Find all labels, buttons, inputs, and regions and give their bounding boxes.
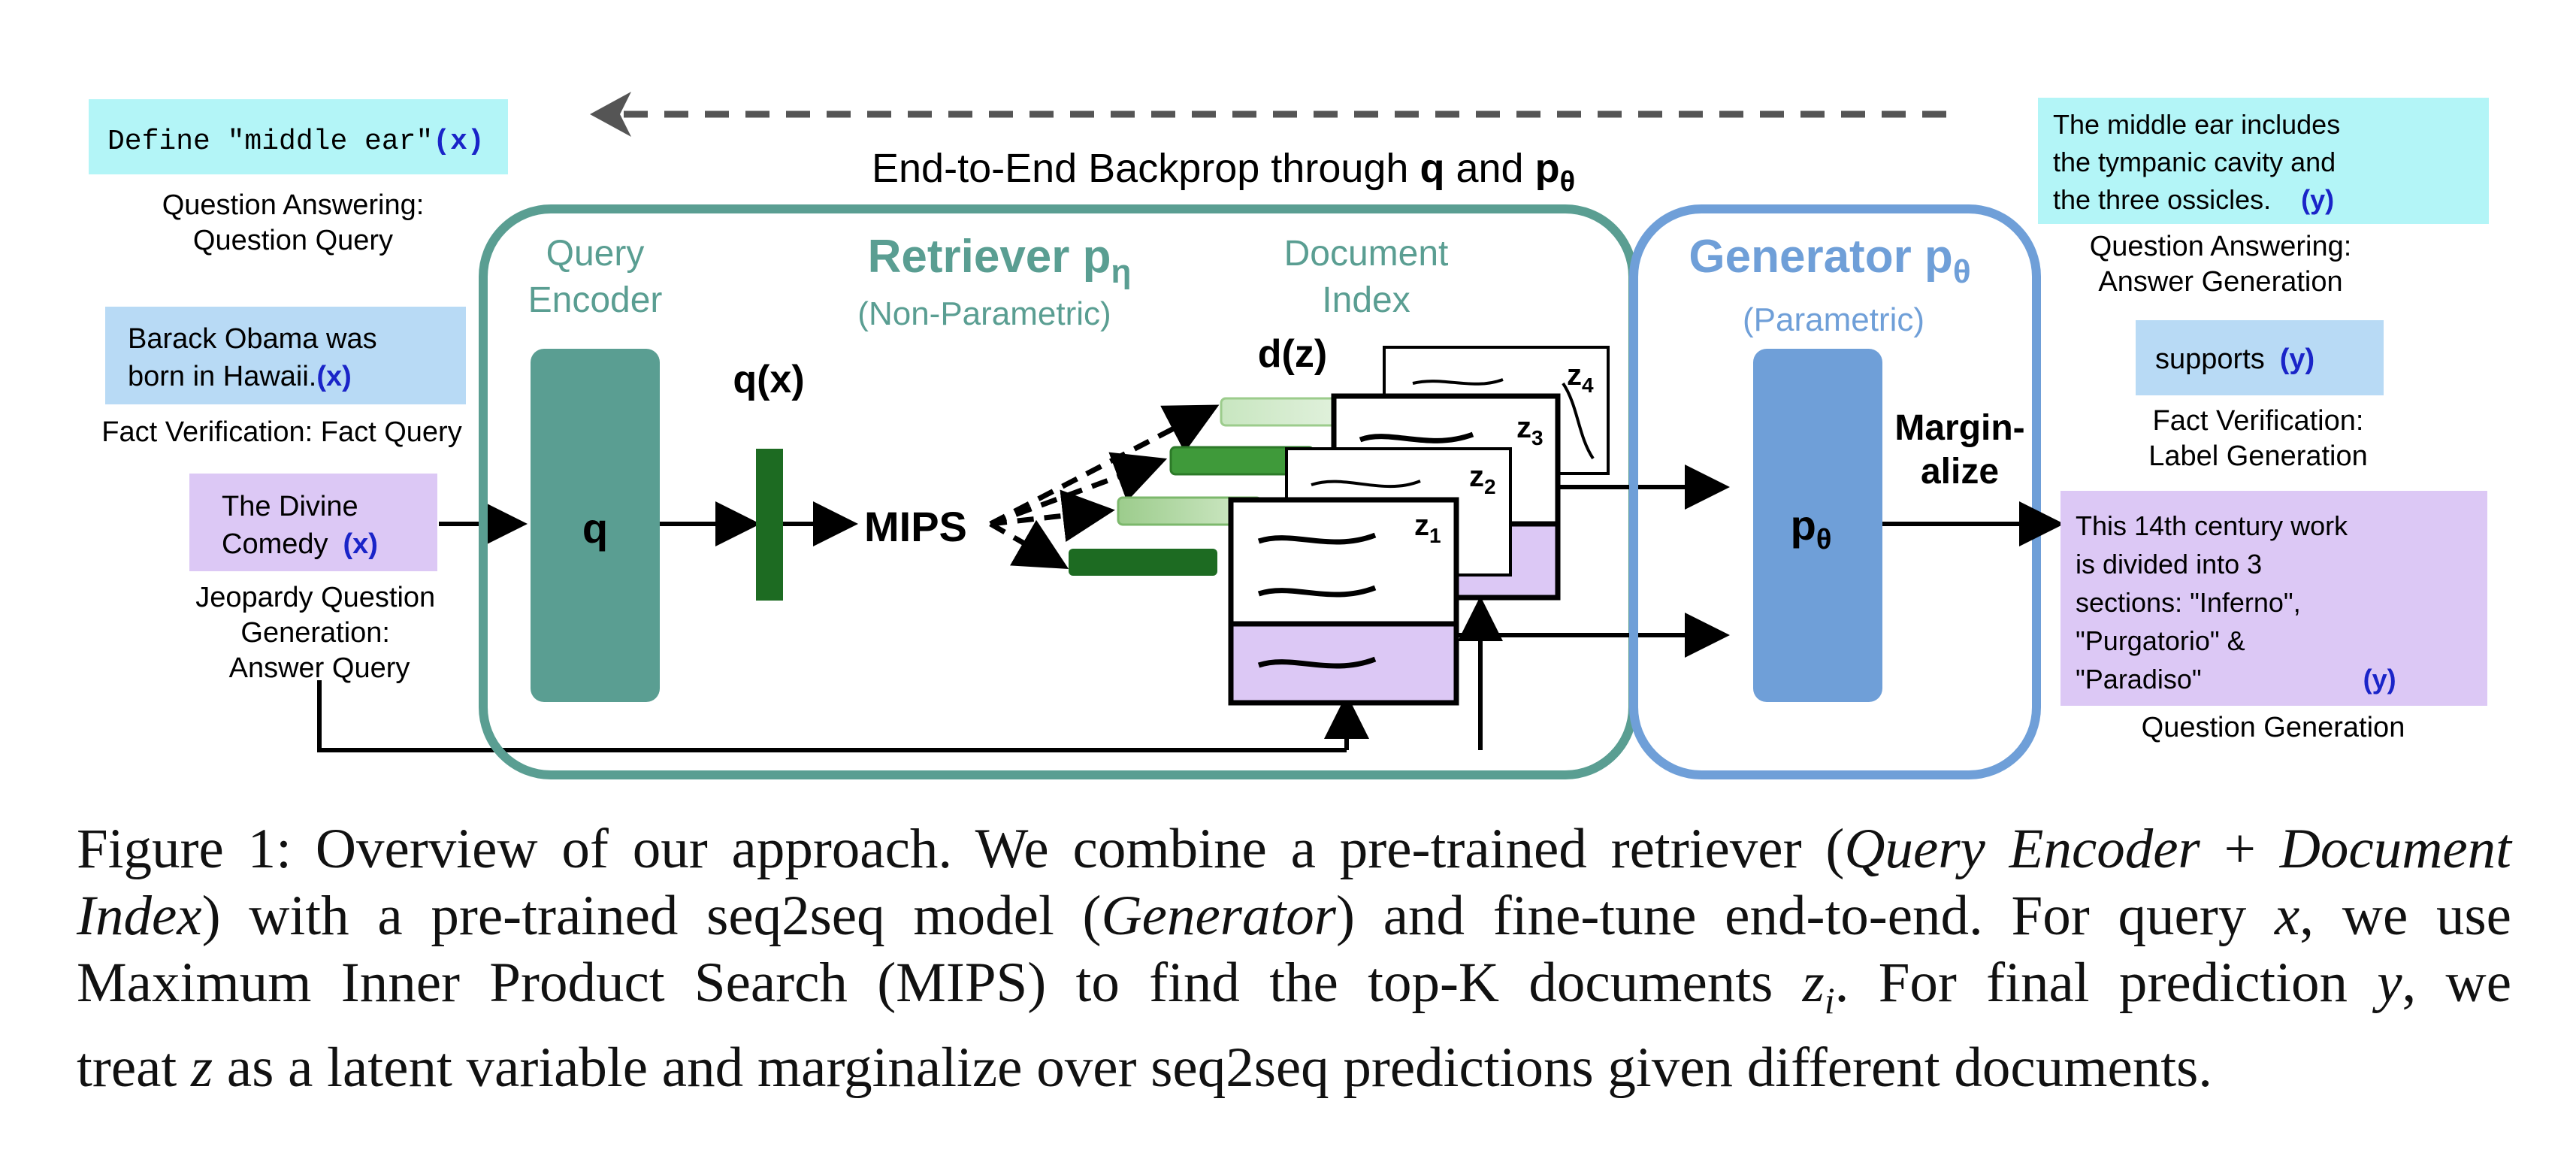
qx-vector bbox=[756, 449, 783, 601]
caption-line-1: Figure 1: Overview of our approach. We c… bbox=[77, 818, 2511, 880]
qa-answer-box bbox=[2038, 98, 2489, 224]
retriever-subtitle: (Non-Parametric) bbox=[857, 295, 1111, 332]
qg-output-text: This 14th century work is divided into 3… bbox=[2076, 510, 2396, 695]
qa-caption: Question Answering: Question Query bbox=[162, 189, 425, 256]
marginalize-label: Margin-alize bbox=[1894, 408, 2024, 492]
jq-query-box bbox=[189, 474, 437, 571]
qg-output-box bbox=[2060, 491, 2487, 706]
caption-line-2: Index) with a pre-trained seq2seq model … bbox=[77, 885, 2511, 947]
caption-line-3: Maximum Inner Product Search (MIPS) to f… bbox=[77, 952, 2511, 1021]
retriever-title: Retriever pη bbox=[868, 231, 1132, 290]
qa-query-text: Define "middle ear"(x) bbox=[107, 126, 485, 158]
q-label: q bbox=[582, 504, 608, 552]
document-z1: z1 bbox=[1228, 497, 1459, 706]
fv-answer-caption: Fact Verification: Label Generation bbox=[2148, 405, 2368, 472]
generator-box bbox=[1753, 349, 1882, 702]
mips-label: MIPS bbox=[864, 503, 967, 550]
p-theta-label: pθ bbox=[1791, 501, 1832, 555]
fv-query-text: Barack Obama was born in Hawaii.(x) bbox=[128, 323, 385, 392]
generator-title: Generator pθ bbox=[1689, 231, 1970, 290]
figure-caption: Figure 1: Overview of our approach. We c… bbox=[77, 816, 2511, 1101]
qa-answer-caption: Question Answering: Answer Generation bbox=[2090, 231, 2352, 298]
input-bypass-line bbox=[317, 680, 1347, 752]
svg-text:z4: z4 bbox=[1567, 359, 1594, 397]
backprop-label: End-to-End Backprop through q and pθ bbox=[872, 146, 1575, 198]
qa-answer-text: The middle ear includes the tympanic cav… bbox=[2053, 109, 2348, 215]
svg-text:z3: z3 bbox=[1516, 411, 1543, 449]
caption-line-4: treat z as a latent variable and margina… bbox=[77, 1037, 2213, 1099]
svg-text:z1: z1 bbox=[1414, 509, 1441, 547]
qg-output-caption: Question Generation bbox=[2142, 712, 2405, 743]
generator-panel bbox=[1629, 204, 2041, 779]
svg-text:z2: z2 bbox=[1469, 460, 1496, 498]
query-encoder-box bbox=[531, 349, 660, 702]
fv-answer-text: supports (y) bbox=[2155, 343, 2314, 375]
fv-query-box bbox=[105, 307, 466, 404]
jq-caption: Jeopardy Question Generation: Answer Que… bbox=[195, 582, 443, 684]
generator-subtitle: (Parametric) bbox=[1743, 301, 1924, 338]
doc-embedding-1 bbox=[1069, 549, 1217, 576]
jq-query-text: The Divine Comedy (x) bbox=[222, 491, 378, 560]
backprop-arrow bbox=[590, 92, 1946, 137]
qa-query-box bbox=[89, 99, 508, 174]
query-encoder-label: Query Encoder bbox=[528, 234, 663, 320]
dz-label: d(z) bbox=[1258, 332, 1327, 376]
qx-label: q(x) bbox=[733, 358, 804, 401]
document-index-label: Document Index bbox=[1284, 234, 1449, 320]
mips-arrows bbox=[989, 404, 1220, 569]
fv-caption: Fact Verification: Fact Query bbox=[101, 416, 461, 448]
fv-answer-box bbox=[2136, 320, 2384, 395]
